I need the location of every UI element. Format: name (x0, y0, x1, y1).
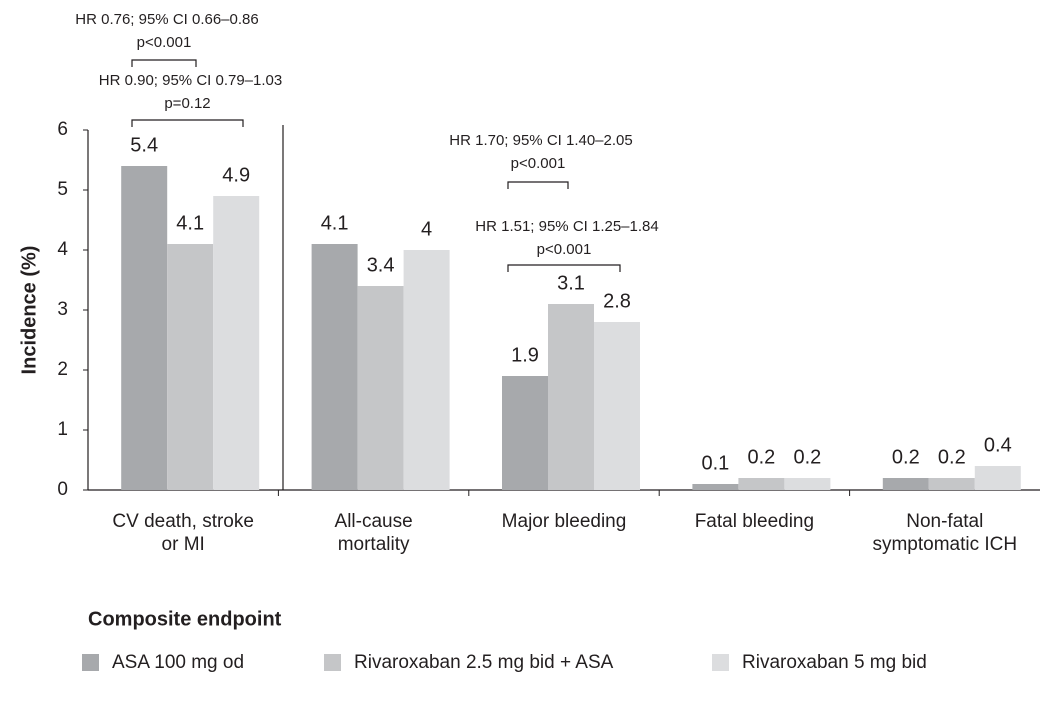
x-tick-label: symptomatic ICH (872, 534, 1017, 555)
value-label: 2.8 (603, 290, 631, 312)
bar (548, 304, 594, 490)
bar (357, 286, 404, 490)
bar (738, 478, 785, 490)
annotation: HR 1.70; 95% CI 1.40–2.05 (449, 132, 632, 149)
value-label: 4 (421, 218, 432, 240)
x-tick-label: All-cause (335, 511, 413, 532)
annotation: HR 1.51; 95% CI 1.25–1.84 (475, 218, 658, 235)
bar (167, 244, 214, 490)
value-label: 4.1 (176, 212, 204, 234)
value-label: 4.1 (321, 212, 349, 234)
x-tick-label: CV death, stroke (112, 511, 254, 532)
y-tick-label: 1 (57, 419, 68, 440)
bar (928, 478, 975, 490)
value-label: 0.2 (747, 446, 775, 468)
x-tick-label: Major bleeding (502, 511, 627, 532)
legend-label: ASA 100 mg od (112, 652, 244, 673)
annotation: HR 0.90; 95% CI 0.79–1.03 (99, 72, 282, 89)
y-axis-title: Incidence (%) (18, 246, 40, 375)
y-tick-label: 0 (57, 479, 68, 500)
bracket (131, 59, 197, 67)
value-label: 3.1 (557, 272, 585, 294)
annotation: p<0.001 (537, 241, 592, 258)
value-label: 0.4 (984, 434, 1012, 456)
y-tick-label: 3 (57, 299, 68, 320)
annotation: HR 0.76; 95% CI 0.66–0.86 (75, 11, 258, 28)
bar (403, 250, 450, 490)
bar (121, 166, 168, 490)
x-tick-label: mortality (338, 534, 410, 555)
value-label: 0.2 (793, 446, 821, 468)
bracket (507, 181, 569, 189)
y-tick-label: 4 (57, 239, 68, 260)
value-label: 0.2 (938, 446, 966, 468)
bar (974, 466, 1021, 490)
value-label: 0.1 (701, 452, 729, 474)
y-tick-label: 5 (57, 179, 68, 200)
value-label: 3.4 (367, 254, 395, 276)
bar (311, 244, 358, 490)
x-tick-label: Fatal bleeding (695, 511, 814, 532)
legend-swatch (82, 654, 99, 671)
value-label: 1.9 (511, 344, 539, 366)
y-tick-label: 2 (57, 359, 68, 380)
annotation: p=0.12 (164, 95, 210, 112)
bracket (131, 119, 244, 127)
x-tick-label: or MI (162, 534, 205, 555)
value-label: 5.4 (130, 134, 158, 156)
x-tick-label: Non-fatal (906, 511, 983, 532)
bar (213, 196, 260, 490)
bar (692, 484, 739, 490)
bracket (507, 264, 621, 272)
legend-label: Rivaroxaban 5 mg bid (742, 652, 927, 673)
legend-label: Rivaroxaban 2.5 mg bid + ASA (354, 652, 614, 673)
annotation: p<0.001 (511, 155, 566, 172)
value-label: 4.9 (222, 164, 250, 186)
legend-swatch (712, 654, 729, 671)
annotation: p<0.001 (137, 34, 192, 51)
bar (882, 478, 929, 490)
legend-swatch (324, 654, 341, 671)
y-tick-label: 6 (57, 119, 68, 140)
x-axis-title: Composite endpoint (88, 608, 282, 630)
bar (784, 478, 831, 490)
bar (594, 322, 640, 490)
value-label: 0.2 (892, 446, 920, 468)
bar (502, 376, 548, 490)
